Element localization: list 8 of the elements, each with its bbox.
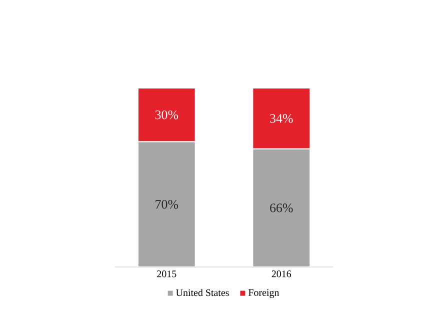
- legend-label: Foreign: [248, 289, 280, 298]
- data-label: 70%: [156, 200, 178, 209]
- data-label: 34%: [270, 114, 293, 123]
- x-tick-label: 2015: [157, 270, 176, 278]
- x-tick-label: 2016: [272, 270, 292, 278]
- data-label: 66%: [270, 204, 293, 212]
- data-label: 30%: [155, 110, 178, 120]
- legend-label: United States: [176, 289, 229, 296]
